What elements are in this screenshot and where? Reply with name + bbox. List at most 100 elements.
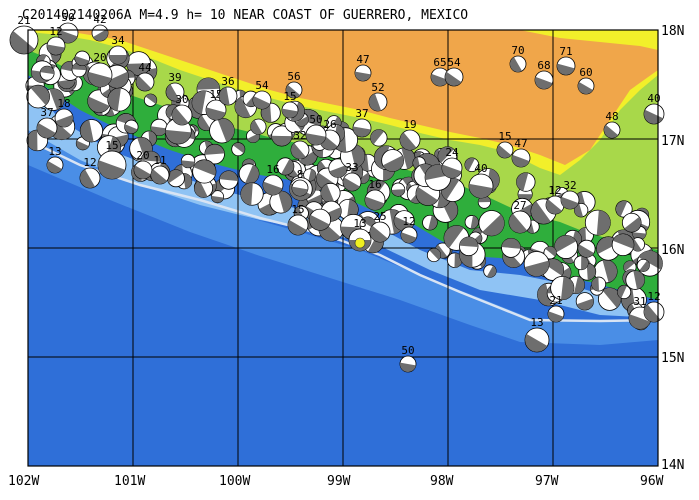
mechanism-compressional-quadrant [560,196,579,210]
focal-mechanism [364,189,386,211]
focal-mechanism [79,167,101,189]
mechanism-compressional-quadrant [486,265,497,278]
mechanism-compressional-quadrant [299,149,318,165]
lat-label-17n: 17N [661,134,685,149]
mechanism-compressional-quadrant [151,169,167,184]
mechanism-compressional-quadrant [497,144,512,158]
focal-mechanism [615,200,633,218]
mechanism-compressional-quadrant [80,169,95,188]
lat-label-16n: 16N [661,243,685,258]
focal-mechanism [501,237,521,258]
mechanism-compressional-quadrant [438,146,454,164]
focal-mechanism [352,118,372,138]
mechanism-compressional-quadrant [354,71,371,81]
focal-mechanism [309,208,332,231]
focal-mechanism [252,90,272,110]
mechanism-compressional-quadrant [576,298,594,310]
focal-mechanism [39,65,55,81]
mechanism-compressional-quadrant [240,182,253,206]
focal-mechanism [354,64,372,82]
depth-label: 25 [373,210,386,223]
mechanism-compressional-quadrant [633,270,645,290]
mechanism-compressional-quadrant [204,144,225,155]
mechanism-compressional-quadrant [508,213,528,234]
mechanism-compressional-quadrant [401,147,415,170]
mechanism-compressional-quadrant [329,164,348,178]
mechanism-compressional-quadrant [617,285,627,299]
focal-mechanism [281,101,299,119]
focal-mechanism [554,234,579,259]
depth-label: 32 [563,179,576,192]
mechanism-compressional-quadrant [165,129,192,144]
depth-label: 39 [168,71,181,84]
focal-mechanism [368,92,388,112]
focal-mechanism [231,142,246,157]
mechanism-compressional-quadrant [172,107,189,125]
focal-mechanism [250,118,267,135]
mechanism-compressional-quadrant [308,169,316,182]
focal-mechanism [464,215,479,230]
focal-mechanism [636,258,650,272]
mechanism-compressional-quadrant [554,235,577,253]
mechanism-compressional-quadrant [602,287,621,308]
focal-mechanism [441,157,463,179]
mechanism-compressional-quadrant [612,234,634,249]
focal-mechanism [573,255,589,271]
depth-label: 50 [401,344,414,357]
lat-label-14n: 14N [661,458,685,473]
mechanism-compressional-quadrant [644,304,661,322]
mechanism-compressional-quadrant [245,164,259,184]
depth-label: 21 [549,294,562,307]
mechanism-compressional-quadrant [430,73,449,87]
focal-mechanism [381,149,404,172]
mechanism-compressional-quadrant [578,244,594,258]
focal-mechanism [135,72,155,92]
focal-mechanism [478,210,505,237]
focal-mechanism [240,182,264,206]
depth-label: 37 [40,106,53,119]
focal-mechanism [143,93,158,107]
mechanism-compressional-quadrant [247,133,260,143]
focal-mechanism [643,103,665,125]
focal-mechanism [560,190,580,210]
mechanism-compressional-quadrant [49,88,65,110]
mechanism-compressional-quadrant [97,160,126,180]
mechanism-compressional-quadrant [30,85,50,106]
focal-mechanism [400,226,418,244]
focal-mechanism [483,264,497,278]
map-title: C201402140206A M=4.9 h= 10 NEAR COAST OF… [22,8,469,23]
mechanism-compressional-quadrant [136,75,152,91]
mechanism-compressional-quadrant [75,55,90,66]
depth-label: 15 [291,203,304,216]
focal-mechanism [547,305,565,323]
focal-mechanism [192,159,217,184]
mechanism-compressional-quadrant [604,124,619,138]
mechanism-compressional-quadrant [400,232,417,244]
mechanism-compressional-quadrant [638,250,663,270]
mechanism-compressional-quadrant [40,66,55,75]
focal-mechanism [598,287,622,311]
depth-label: 19 [403,118,416,131]
focal-mechanism [584,209,611,236]
focal-mechanism [219,170,239,190]
mechanism-compressional-quadrant [109,55,127,64]
depth-label: 13 [353,217,366,230]
mechanism-compressional-quadrant [524,260,550,277]
mechanism-compressional-quadrant [624,216,641,232]
mechanism-compressional-quadrant [574,203,584,217]
focal-mechanism [422,214,438,231]
lon-label-96w: 96W [640,474,664,489]
focal-mechanism [262,174,284,196]
depth-label: 12 [83,156,96,169]
depth-label: 37 [355,107,368,120]
focal-mechanism [150,165,170,185]
focal-mechanism [290,140,310,160]
mechanism-compressional-quadrant [399,362,416,372]
depth-label: 8 [297,168,304,181]
focal-mechanism [167,169,185,188]
depth-label: 71 [559,45,572,58]
mechanism-compressional-quadrant [368,93,382,112]
focal-mechanism [370,129,388,147]
